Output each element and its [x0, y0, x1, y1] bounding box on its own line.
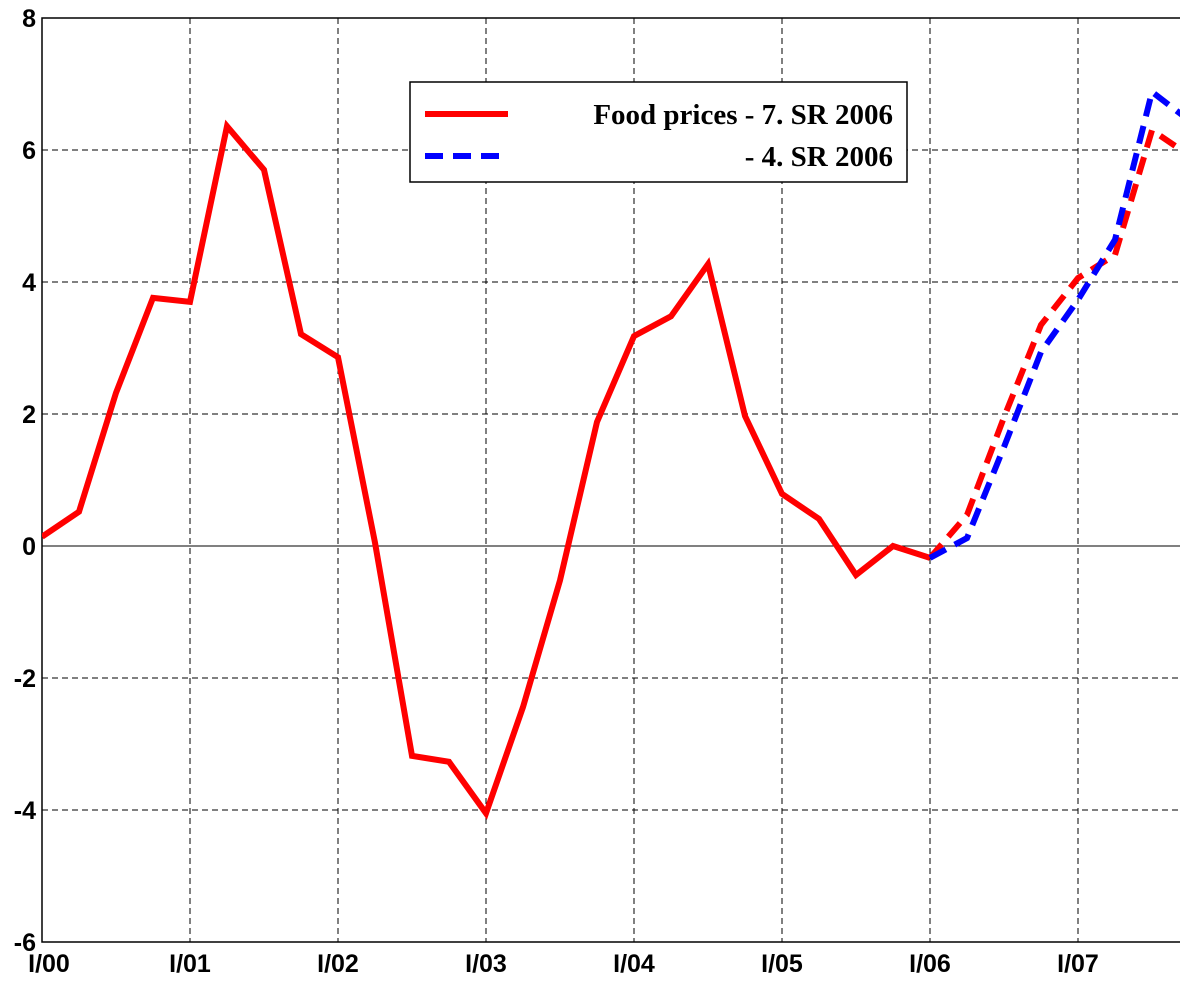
- y-tick-label: -4: [14, 797, 36, 825]
- x-tick-label: I/00: [28, 950, 70, 978]
- x-tick-label: I/03: [465, 950, 507, 978]
- y-tick-label: 6: [22, 137, 36, 165]
- y-tick-label: -2: [14, 665, 36, 693]
- series-line: [42, 119, 931, 820]
- plot-frame: [41, 17, 1180, 943]
- y-tick-label: 4: [22, 269, 36, 297]
- series-line: [927, 125, 1180, 560]
- x-tick-label: I/05: [761, 950, 803, 978]
- x-tick-label: I/02: [317, 950, 359, 978]
- x-tick-label: I/01: [169, 950, 211, 978]
- y-tick-label: 0: [22, 533, 36, 561]
- y-tick-label: 8: [22, 5, 36, 33]
- legend-label: Food prices - 7. SR 2006: [593, 99, 893, 131]
- legend-box: [409, 81, 908, 183]
- x-tick-label: I/06: [909, 950, 951, 978]
- x-tick-label: I/04: [613, 950, 655, 978]
- y-tick-label: -6: [14, 929, 36, 957]
- legend-label: - 4. SR 2006: [745, 141, 893, 173]
- legend: Food prices - 7. SR 2006 - 4. SR 2006: [409, 81, 908, 183]
- plot-area: [42, 86, 1180, 820]
- tick-labels: -6 -4 -2 0 2 4 6 8 I/00 I/01 I/02 I/03 I/04 I/05 I/06 I…: [14, 5, 1099, 978]
- y-tick-label: 2: [22, 401, 36, 429]
- series-line: [928, 86, 1180, 561]
- x-tick-label: I/07: [1057, 950, 1099, 978]
